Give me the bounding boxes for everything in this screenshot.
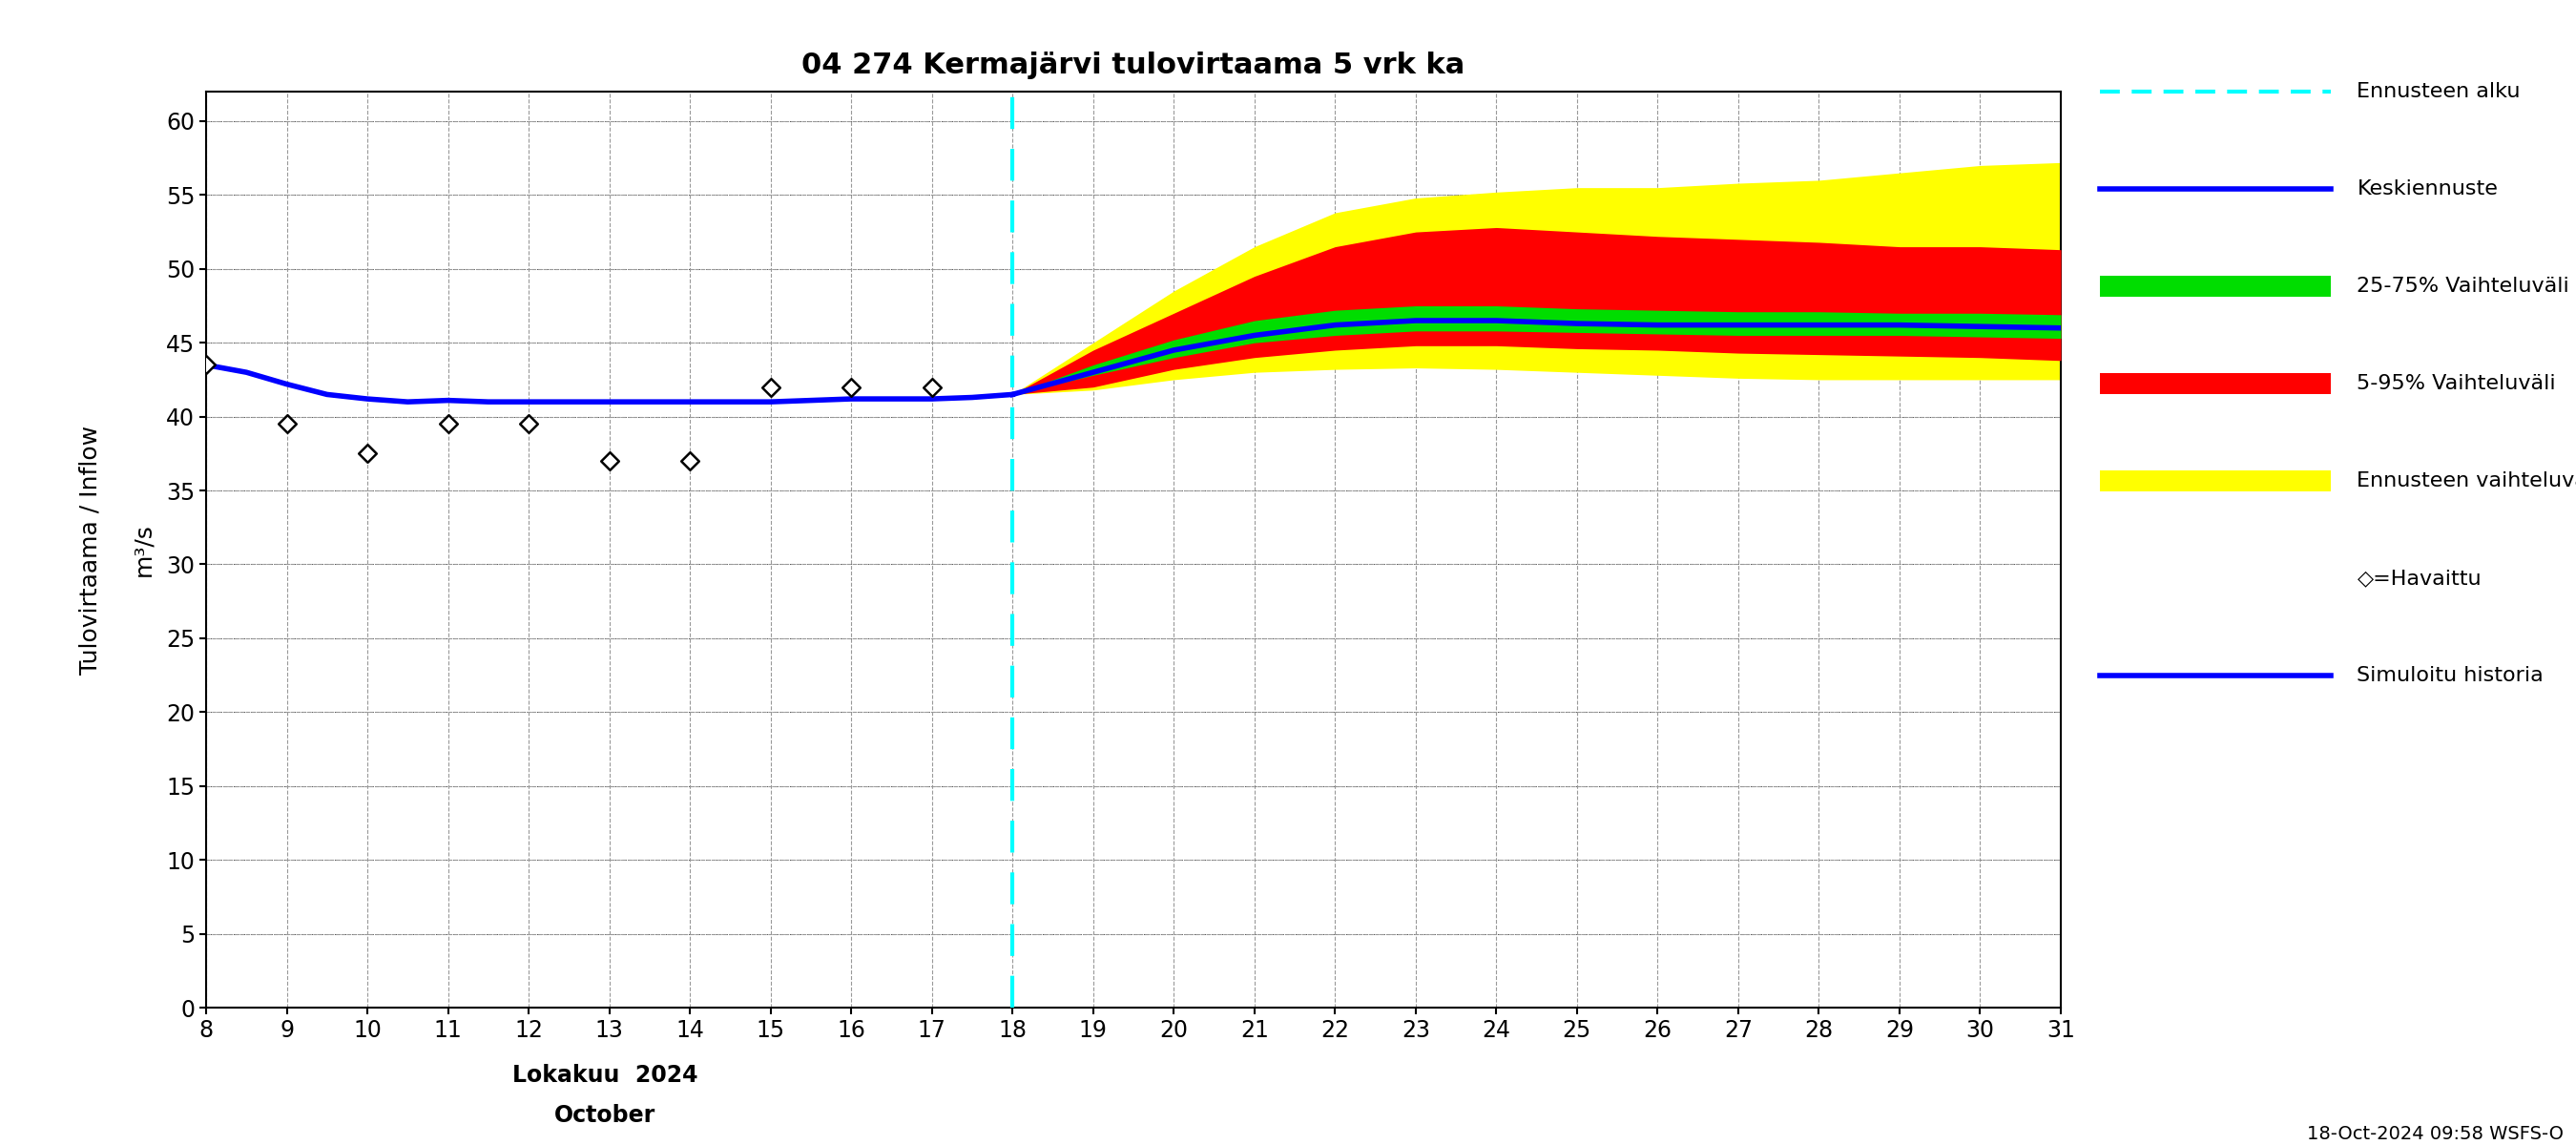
Point: [750, 378, 791, 396]
Text: ◇=Havaittu: ◇=Havaittu: [2357, 569, 2481, 587]
Title: 04 274 Kermajärvi tulovirtaama 5 vrk ka: 04 274 Kermajärvi tulovirtaama 5 vrk ka: [801, 52, 1466, 79]
Text: 5-95% Vaihteluväli: 5-95% Vaihteluväli: [2357, 374, 2555, 393]
Text: October: October: [554, 1104, 657, 1127]
Point: [912, 378, 953, 396]
Point: [265, 414, 307, 433]
Point: [670, 452, 711, 471]
Y-axis label: Tulovirtaama / Inflow

m³/s: Tulovirtaama / Inflow m³/s: [80, 425, 155, 674]
Point: [507, 414, 549, 433]
Text: Simuloitu historia: Simuloitu historia: [2357, 666, 2543, 685]
Point: [590, 452, 631, 471]
Point: [348, 444, 389, 463]
Text: 18-Oct-2024 09:58 WSFS-O: 18-Oct-2024 09:58 WSFS-O: [2306, 1124, 2563, 1143]
Text: Ennusteen vaihteluväli: Ennusteen vaihteluväli: [2357, 472, 2576, 490]
Text: Lokakuu  2024: Lokakuu 2024: [513, 1064, 698, 1087]
Point: [428, 414, 469, 433]
Text: Ennusteen alku: Ennusteen alku: [2357, 82, 2522, 101]
Text: 25-75% Vaihteluväli: 25-75% Vaihteluväli: [2357, 277, 2568, 295]
Point: [185, 356, 227, 374]
Text: Keskiennuste: Keskiennuste: [2357, 180, 2499, 198]
Point: [829, 378, 871, 396]
